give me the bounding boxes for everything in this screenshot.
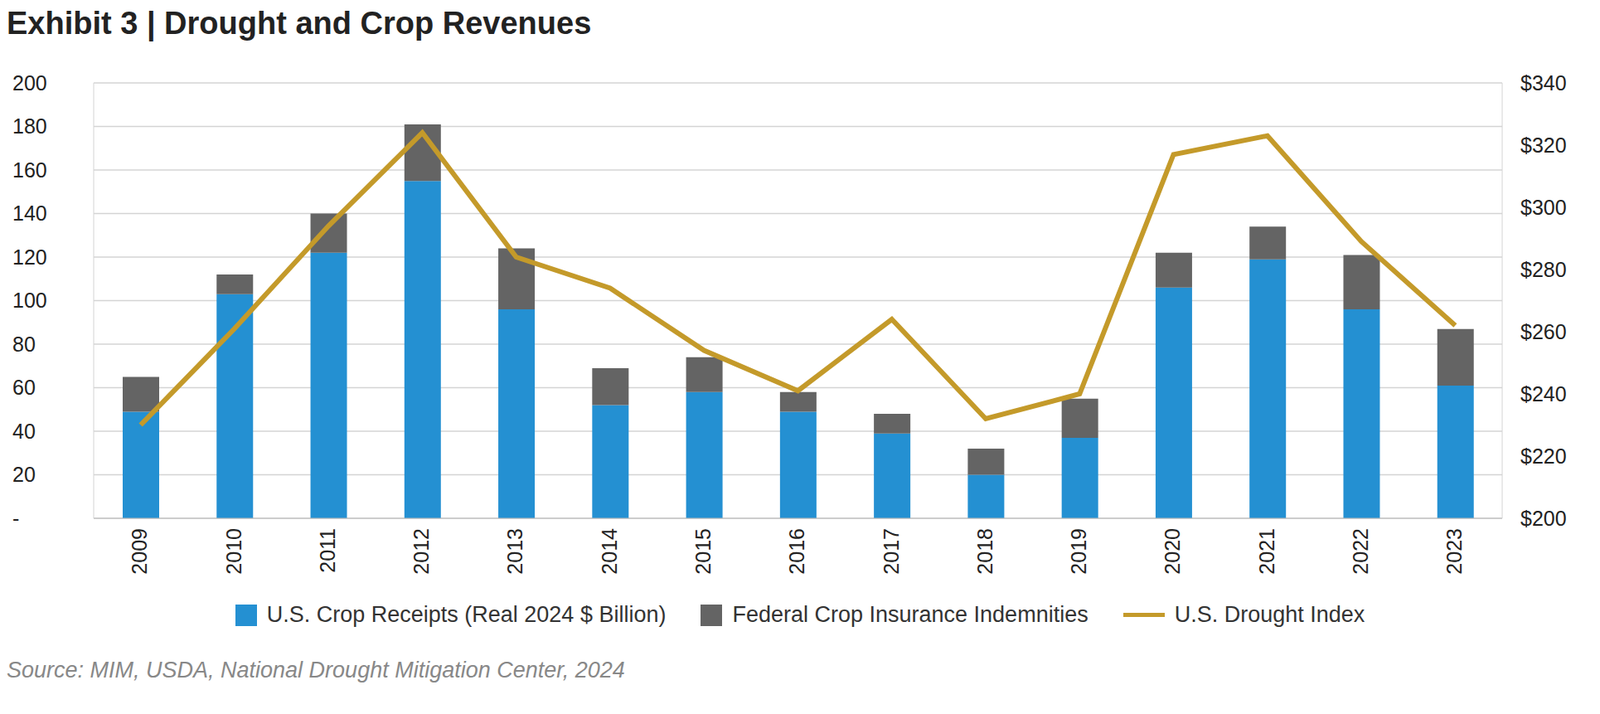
svg-text:$340: $340 <box>1520 71 1567 95</box>
svg-text:2023: 2023 <box>1442 528 1466 575</box>
svg-text:180: 180 <box>12 114 48 138</box>
svg-text:80: 80 <box>12 332 36 356</box>
svg-text:120: 120 <box>12 245 48 269</box>
svg-text:40: 40 <box>12 419 36 443</box>
svg-text:200: 200 <box>12 71 48 95</box>
svg-text:$240: $240 <box>1520 382 1567 406</box>
svg-text:2011: 2011 <box>315 528 340 573</box>
svg-text:$220: $220 <box>1520 444 1567 468</box>
html-text:U.S. Drought Index: U.S. Drought Index <box>1174 601 1365 627</box>
html-text:Source: MIM, USDA, National Dr: Source: MIM, USDA, National Drought Miti… <box>6 657 625 683</box>
svg-text:2014: 2014 <box>597 528 621 575</box>
svg-text:$280: $280 <box>1520 257 1567 282</box>
svg-text:2015: 2015 <box>691 528 715 575</box>
svg-text:100: 100 <box>12 288 48 312</box>
svg-text:60: 60 <box>12 375 36 399</box>
svg-text:$260: $260 <box>1520 320 1567 344</box>
svg-text:2009: 2009 <box>127 528 151 575</box>
svg-text:2010: 2010 <box>222 528 246 575</box>
svg-text:140: 140 <box>12 201 48 225</box>
svg-text:2020: 2020 <box>1160 528 1184 575</box>
svg-text:2022: 2022 <box>1348 528 1373 575</box>
svg-text:-: - <box>12 506 20 530</box>
html-text:Federal Crop Insurance Indemni: Federal Crop Insurance Indemnities <box>732 601 1089 627</box>
html-text:U.S. Crop Receipts (Real 2024: U.S. Crop Receipts (Real 2024 $ Billion) <box>266 601 667 627</box>
svg-text:$300: $300 <box>1520 195 1567 219</box>
html-text:Exhibit 3 | Drought and Crop R: Exhibit 3 | Drought and Crop Revenues <box>6 5 592 41</box>
svg-text:2018: 2018 <box>973 528 997 575</box>
svg-text:$200: $200 <box>1520 506 1567 530</box>
svg-text:2021: 2021 <box>1255 528 1279 575</box>
svg-text:2019: 2019 <box>1066 528 1091 575</box>
svg-text:2016: 2016 <box>785 528 809 575</box>
svg-text:20: 20 <box>12 462 36 486</box>
svg-text:2017: 2017 <box>879 528 903 575</box>
svg-text:2013: 2013 <box>503 528 527 575</box>
svg-text:$320: $320 <box>1520 133 1567 157</box>
svg-text:2012: 2012 <box>409 528 433 575</box>
svg-text:160: 160 <box>12 158 48 182</box>
